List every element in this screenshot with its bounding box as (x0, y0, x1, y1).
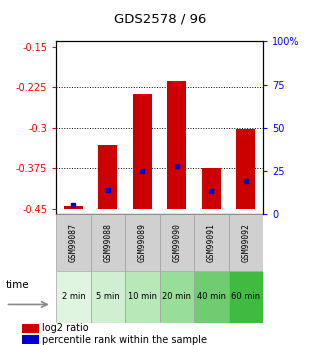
Bar (229, 214, 263, 271)
Bar (99, 145, 117, 208)
Bar (160, 214, 194, 271)
Bar (22, 324, 39, 333)
Bar (22, 335, 39, 344)
Bar (160, 271, 194, 323)
Text: 60 min: 60 min (231, 292, 261, 301)
Text: GSM99091: GSM99091 (207, 223, 216, 262)
Bar (91, 214, 125, 271)
Text: GDS2578 / 96: GDS2578 / 96 (114, 12, 207, 25)
Text: percentile rank within the sample: percentile rank within the sample (42, 335, 207, 345)
Text: 5 min: 5 min (96, 292, 120, 301)
Bar (125, 271, 160, 323)
Bar (194, 214, 229, 271)
Text: GSM99092: GSM99092 (241, 223, 250, 262)
Text: 10 min: 10 min (128, 292, 157, 301)
Text: 2 min: 2 min (62, 292, 85, 301)
Bar (125, 214, 160, 271)
Bar (91, 271, 125, 323)
Bar (194, 271, 229, 323)
Bar (56, 271, 91, 323)
Text: 20 min: 20 min (162, 292, 191, 301)
Text: GSM99087: GSM99087 (69, 223, 78, 262)
Bar (56, 214, 91, 271)
Text: log2 ratio: log2 ratio (42, 323, 89, 333)
Bar (168, 81, 187, 208)
Text: GSM99089: GSM99089 (138, 223, 147, 262)
Bar (237, 129, 256, 208)
Bar (229, 271, 263, 323)
Bar (64, 206, 83, 208)
Text: GSM99090: GSM99090 (172, 223, 181, 262)
Text: GSM99088: GSM99088 (103, 223, 112, 262)
Text: 40 min: 40 min (197, 292, 226, 301)
Bar (202, 168, 221, 208)
Bar (133, 94, 152, 208)
Text: time: time (5, 280, 29, 290)
